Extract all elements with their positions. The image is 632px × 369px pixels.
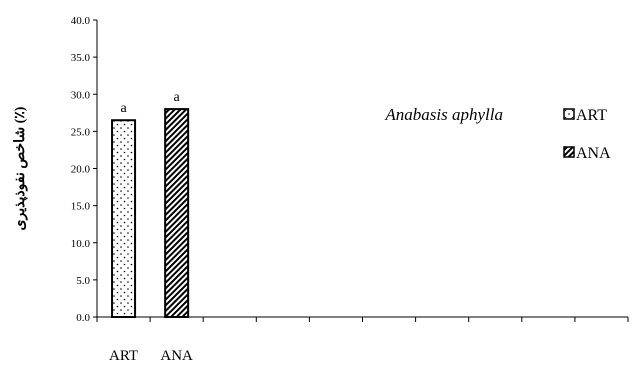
x-category-label: ART: [109, 348, 138, 364]
y-tick-label: 40.0: [71, 15, 91, 27]
y-tick-label: 0.0: [76, 312, 90, 324]
y-tick-label: 15.0: [71, 201, 91, 213]
legend-label-art: ART: [576, 107, 607, 124]
y-tick-label: 10.0: [71, 238, 91, 250]
bar-letter-label: a: [120, 101, 127, 116]
bar-letter-label: a: [174, 90, 181, 105]
species-annotation: Anabasis aphylla: [384, 105, 503, 124]
legend-swatch-ana: [563, 146, 575, 158]
bar-ana: [164, 108, 190, 318]
y-tick-label: 20.0: [71, 164, 91, 176]
y-tick-label: 35.0: [71, 52, 91, 64]
x-category-label: ANA: [160, 348, 193, 364]
y-tick-label: 25.0: [71, 126, 91, 138]
bar-art: [111, 119, 137, 318]
legend-swatch-art: [563, 108, 575, 120]
y-tick-label: 30.0: [71, 89, 91, 101]
y-tick-label: 5.0: [76, 275, 90, 287]
y-axis-title: شاخص نفوذپذیری (٪): [13, 106, 28, 230]
legend-label-ana: ANA: [576, 145, 611, 162]
